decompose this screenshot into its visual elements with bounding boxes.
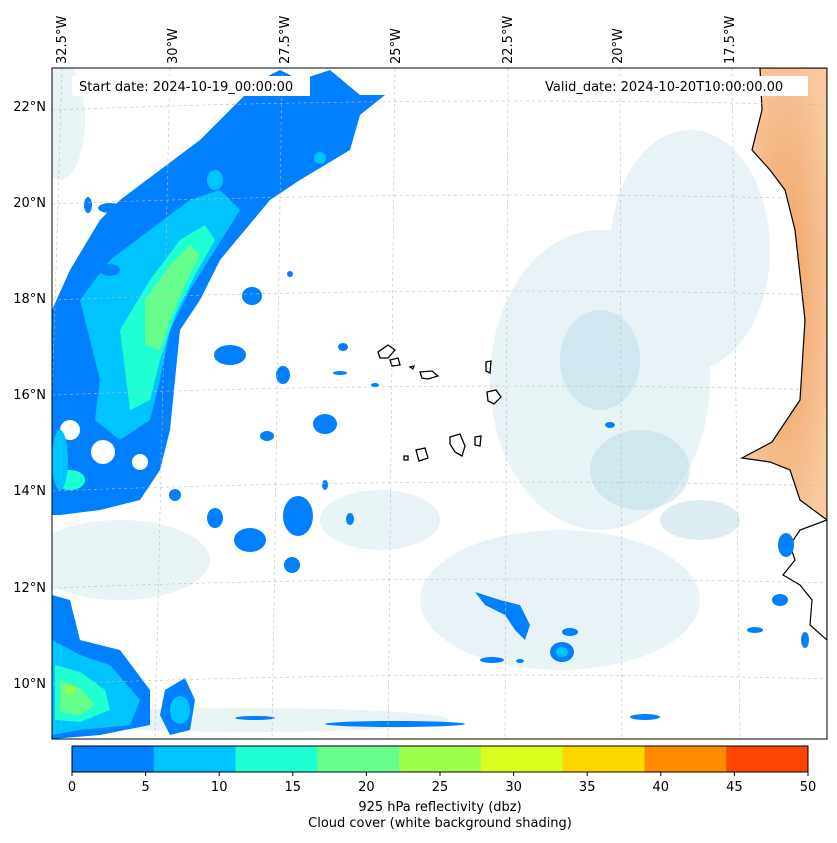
colorbar-segment bbox=[644, 746, 727, 772]
africa-landmass-south bbox=[782, 519, 827, 641]
latitude-labels: 22°N 20°N 18°N 16°N 14°N 12°N 10°N bbox=[13, 100, 46, 692]
reflectivity-southwest bbox=[52, 595, 195, 739]
cell-core bbox=[556, 647, 568, 657]
lon-label: 25°W bbox=[389, 28, 404, 64]
colorbar-ticks: 0 5 10 15 20 25 30 35 40 45 50 bbox=[68, 772, 816, 795]
colorbar-segment bbox=[235, 746, 318, 772]
colorbar-tick-label: 25 bbox=[432, 780, 449, 795]
colorbar-segment bbox=[72, 746, 155, 772]
colorbar-tick-label: 40 bbox=[653, 780, 670, 795]
lat-label: 10°N bbox=[13, 677, 46, 692]
colorbar-subtitle: Cloud cover (white background shading) bbox=[308, 816, 572, 831]
colorbar-segment bbox=[726, 746, 809, 772]
lon-label: 30°W bbox=[166, 28, 181, 64]
colorbar-segment bbox=[562, 746, 645, 772]
cell-core bbox=[314, 152, 326, 164]
colorbar bbox=[71, 745, 809, 773]
lat-label: 16°N bbox=[13, 388, 46, 403]
colorbar-tick-label: 50 bbox=[800, 780, 817, 795]
colorbar-tick-label: 10 bbox=[211, 780, 228, 795]
colorbar-title: 925 hPa reflectivity (dbz) bbox=[358, 800, 522, 815]
start-date-box bbox=[72, 76, 310, 96]
start-date-label: Start date: 2024-10-19_00:00:00 bbox=[79, 80, 293, 95]
lat-label: 14°N bbox=[13, 484, 46, 499]
colorbar-tick-label: 5 bbox=[141, 780, 149, 795]
colorbar-segment bbox=[317, 746, 400, 772]
longitude-labels: 32.5°W 30°W 27.5°W 25°W 22.5°W 20°W 17.5… bbox=[55, 16, 738, 64]
colorbar-segment bbox=[480, 746, 564, 772]
valid-date-label: Valid_date: 2024-10-20T10:00:00.00 bbox=[545, 80, 783, 95]
colorbar-tick-label: 45 bbox=[726, 780, 743, 795]
lat-label: 20°N bbox=[13, 196, 46, 211]
lat-label: 18°N bbox=[13, 292, 46, 307]
colorbar-segment bbox=[399, 746, 482, 772]
africa-landmass bbox=[740, 68, 827, 521]
lon-label: 32.5°W bbox=[55, 16, 70, 64]
lon-label: 20°W bbox=[611, 28, 626, 64]
colorbar-tick-label: 0 bbox=[68, 780, 76, 795]
colorbar-tick-label: 15 bbox=[285, 780, 302, 795]
valid-date-box bbox=[538, 76, 808, 96]
cape-verde-islands bbox=[377, 344, 502, 462]
colorbar-tick-label: 30 bbox=[505, 780, 522, 795]
lon-label: 27.5°W bbox=[278, 16, 293, 64]
colorbar-tick-label: 35 bbox=[579, 780, 596, 795]
lon-label: 17.5°W bbox=[723, 16, 738, 64]
lat-label: 12°N bbox=[13, 581, 46, 596]
reflectivity-west-band bbox=[52, 70, 385, 515]
cloud-cover-darker bbox=[560, 310, 740, 540]
lat-label: 22°N bbox=[13, 100, 46, 115]
lon-label: 22.5°W bbox=[501, 16, 516, 64]
graticule bbox=[52, 68, 827, 739]
colorbar-segment bbox=[153, 746, 237, 772]
plot-frame bbox=[51, 67, 828, 740]
cell-core bbox=[207, 170, 223, 190]
colorbar-tick-label: 20 bbox=[358, 780, 375, 795]
